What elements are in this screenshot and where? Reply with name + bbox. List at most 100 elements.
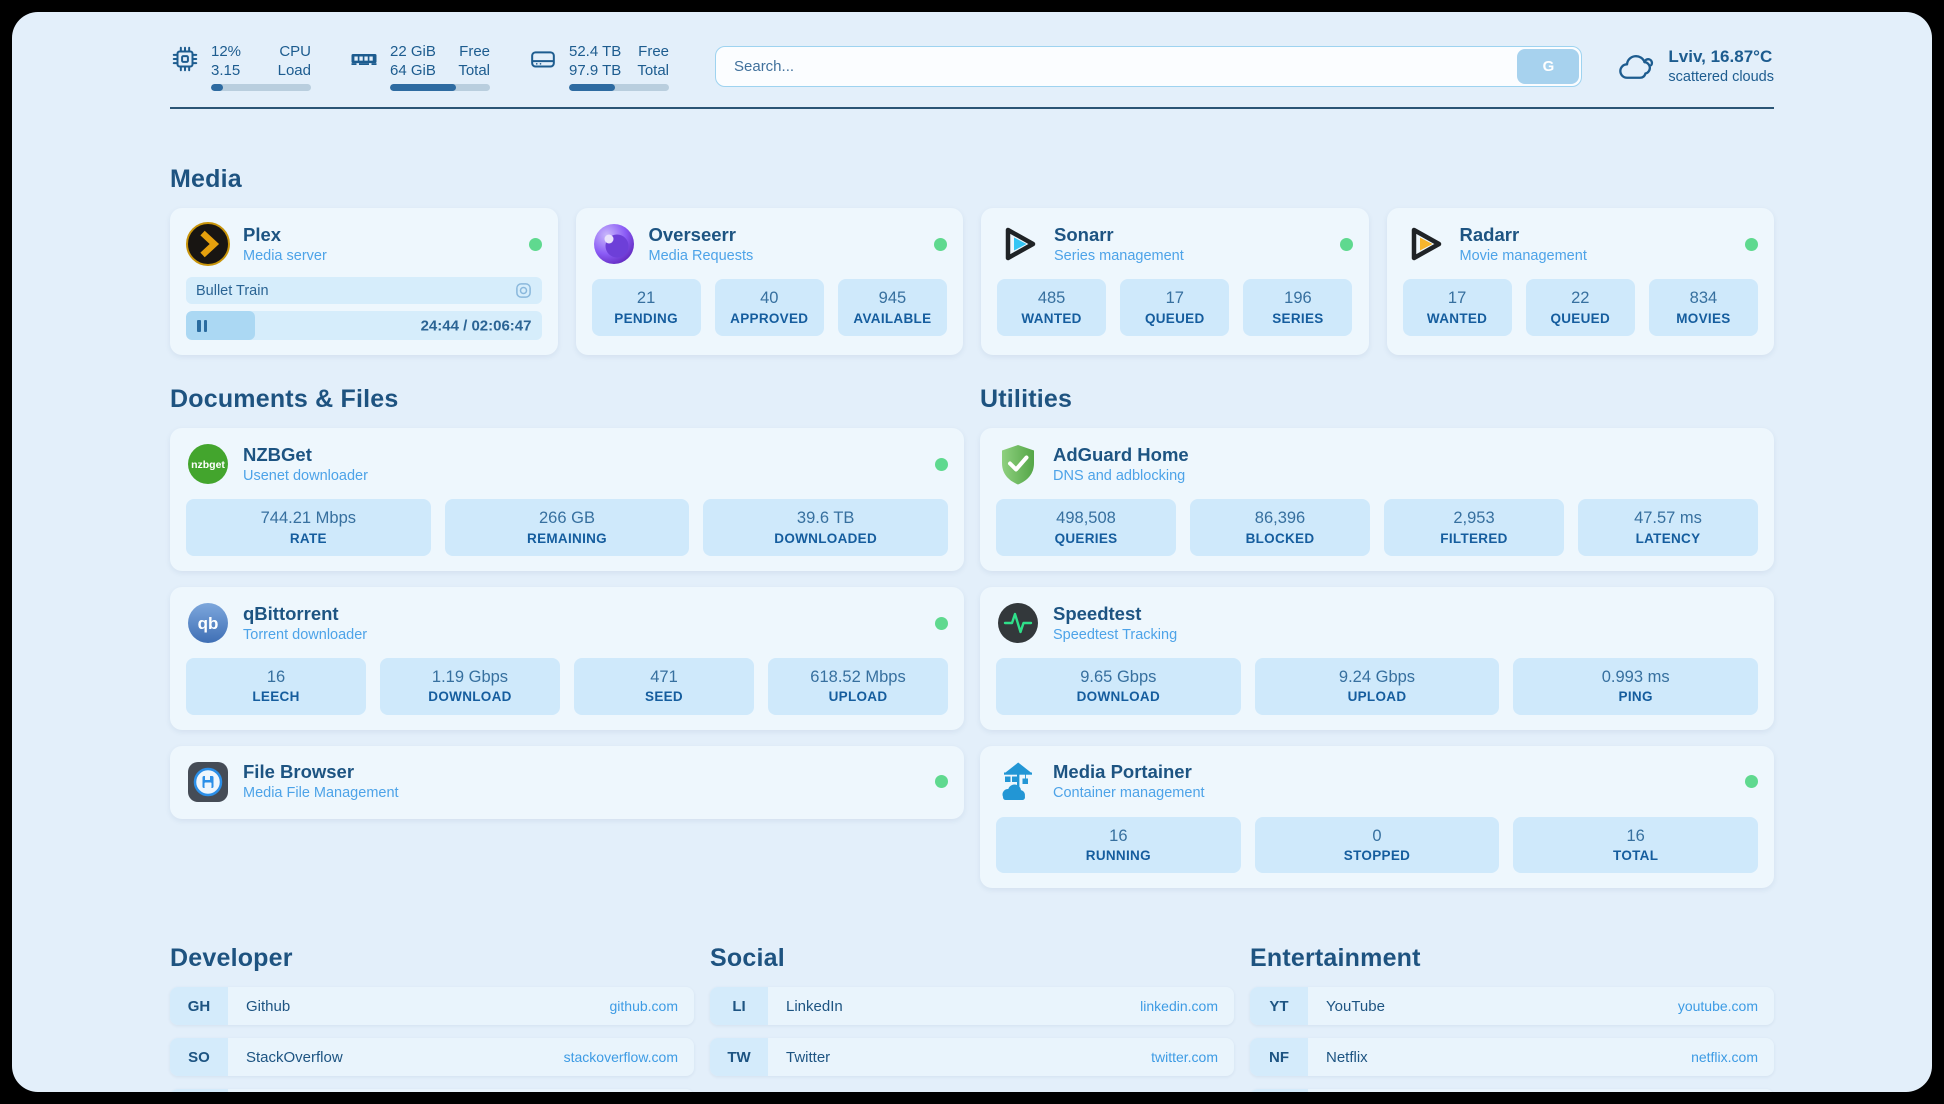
stat-box: 834 MOVIES bbox=[1648, 279, 1758, 337]
sonarr-icon bbox=[997, 222, 1041, 266]
stat-box: 47.57 ms LATENCY bbox=[1578, 499, 1758, 557]
link-reddit[interactable]: RE Reddit reddit.com bbox=[1250, 1089, 1774, 1092]
section-developer: Developer GH Github github.com SO StackO… bbox=[170, 944, 694, 1092]
playback-time: 24:44 / 02:06:47 bbox=[420, 317, 532, 335]
now-playing-item: Bullet Train bbox=[186, 277, 542, 305]
section-documents: Documents & Files nzbget bbox=[170, 385, 964, 819]
link-stackoverflow[interactable]: SO StackOverflow stackoverflow.com bbox=[170, 1038, 694, 1077]
link-twitter[interactable]: TW Twitter twitter.com bbox=[710, 1038, 1234, 1077]
video-camera-icon bbox=[515, 282, 532, 299]
weather-location-temp: Lviv, 16.87°C bbox=[1668, 47, 1773, 67]
social-section-title: Social bbox=[710, 944, 785, 973]
stat-box: 16 LEECH bbox=[186, 658, 366, 715]
entertainment-section-title: Entertainment bbox=[1250, 944, 1421, 973]
developer-section-title: Developer bbox=[170, 944, 293, 973]
section-entertainment: Entertainment YT YouTube youtube.com NF … bbox=[1250, 944, 1774, 1092]
app-name: Overseerr bbox=[648, 223, 736, 245]
app-card-adguard[interactable]: AdGuard Home DNS and adblocking 498,508 … bbox=[980, 428, 1774, 572]
overseerr-icon bbox=[592, 222, 636, 266]
app-subtitle: Container management bbox=[1053, 785, 1205, 802]
dashboard-page: 12% 3.15 CPU Load bbox=[12, 12, 1932, 1092]
app-subtitle: Usenet downloader bbox=[243, 468, 368, 485]
cpu-icon bbox=[170, 44, 200, 74]
app-card-qbittorrent[interactable]: qb qBittorrent Torrent downloader bbox=[170, 587, 964, 730]
stat-box: 2,953 FILTERED bbox=[1384, 499, 1564, 557]
stat-box: 9.24 Gbps UPLOAD bbox=[1254, 658, 1500, 715]
ram-stat: 22 GiB 64 GiB Free Total bbox=[349, 42, 490, 92]
app-card-overseerr[interactable]: Overseerr Media Requests 21 PENDING 40 A… bbox=[575, 208, 963, 356]
app-card-speedtest[interactable]: Speedtest Speedtest Tracking 9.65 Gbps D… bbox=[980, 587, 1774, 730]
system-stats: 12% 3.15 CPU Load bbox=[170, 42, 669, 92]
cpu-stat: 12% 3.15 CPU Load bbox=[170, 42, 311, 92]
status-dot bbox=[935, 457, 948, 471]
now-playing-title: Bullet Train bbox=[196, 282, 269, 299]
search-engine-button[interactable]: G bbox=[1517, 49, 1580, 85]
disk-values: 52.4 TB 97.9 TB bbox=[569, 43, 622, 80]
plex-icon bbox=[186, 222, 230, 267]
dev-badge: DT bbox=[170, 1089, 228, 1092]
stat-box: 40 APPROVED bbox=[714, 279, 824, 337]
github-badge: GH bbox=[170, 987, 228, 1026]
svg-text:qb: qb bbox=[198, 614, 219, 633]
app-name: AdGuard Home bbox=[1053, 443, 1189, 465]
disk-stat: 52.4 TB 97.9 TB Free Total bbox=[528, 42, 669, 92]
ram-icon bbox=[349, 44, 379, 74]
stat-box: 21 PENDING bbox=[591, 279, 701, 337]
stackoverflow-badge: SO bbox=[170, 1038, 228, 1077]
utilities-section-title: Utilities bbox=[980, 385, 1073, 414]
stat-box: 945 AVAILABLE bbox=[837, 279, 947, 337]
stat-box: 0 STOPPED bbox=[1254, 816, 1500, 874]
section-media: Media Plex Media server bbox=[170, 165, 1774, 356]
status-dot bbox=[935, 616, 948, 630]
app-name: Plex bbox=[243, 223, 282, 245]
weather-widget[interactable]: Lviv, 16.87°C scattered clouds bbox=[1616, 46, 1774, 87]
link-youtube[interactable]: YT YouTube youtube.com bbox=[1250, 987, 1774, 1026]
cpu-values: 12% 3.15 bbox=[211, 43, 242, 80]
disk-icon bbox=[528, 44, 558, 74]
radarr-icon bbox=[1403, 222, 1447, 266]
nzbget-icon: nzbget bbox=[186, 442, 230, 486]
status-dot bbox=[1745, 237, 1758, 251]
stat-box: 17 WANTED bbox=[1402, 279, 1512, 337]
pause-icon[interactable] bbox=[197, 319, 207, 332]
link-netflix[interactable]: NF Netflix netflix.com bbox=[1250, 1038, 1774, 1077]
app-name: File Browser bbox=[243, 761, 355, 783]
link-github[interactable]: GH Github github.com bbox=[170, 987, 694, 1026]
stat-box: 22 QUEUED bbox=[1525, 279, 1635, 337]
app-subtitle: Media server bbox=[243, 248, 327, 265]
app-subtitle: Series management bbox=[1054, 248, 1184, 265]
app-card-nzbget[interactable]: nzbget NZBGet Usenet downloader 74 bbox=[170, 428, 964, 572]
weather-condition: scattered clouds bbox=[1668, 69, 1774, 86]
stat-box: 196 SERIES bbox=[1243, 279, 1353, 337]
ram-values: 22 GiB 64 GiB bbox=[390, 43, 436, 80]
disk-progress-bar bbox=[569, 84, 669, 92]
link-dev[interactable]: DT DEV dev.to bbox=[170, 1089, 694, 1092]
status-dot bbox=[528, 237, 542, 251]
status-dot bbox=[1745, 775, 1758, 789]
header-divider bbox=[170, 107, 1774, 110]
header: 12% 3.15 CPU Load bbox=[170, 42, 1774, 92]
playback-progress-bar: 24:44 / 02:06:47 bbox=[186, 311, 542, 341]
app-subtitle: Torrent downloader bbox=[243, 626, 368, 643]
app-card-radarr[interactable]: Radarr Movie management 17 WANTED 22 QUE… bbox=[1386, 208, 1774, 356]
svg-text:nzbget: nzbget bbox=[191, 459, 225, 471]
section-utilities: Utilities bbox=[980, 385, 1774, 889]
app-card-plex[interactable]: Plex Media server Bullet Train bbox=[170, 208, 558, 356]
ram-labels: Free Total bbox=[458, 43, 490, 80]
search-input[interactable] bbox=[715, 46, 1583, 88]
app-card-sonarr[interactable]: Sonarr Series management 485 WANTED 17 Q… bbox=[981, 208, 1369, 356]
stat-box: 618.52 Mbps UPLOAD bbox=[768, 658, 948, 715]
youtube-badge: YT bbox=[1250, 987, 1308, 1026]
filebrowser-icon bbox=[186, 760, 230, 804]
adguard-icon bbox=[996, 442, 1040, 486]
media-section-title: Media bbox=[170, 165, 242, 194]
cpu-labels: CPU Load bbox=[277, 43, 311, 80]
stat-box: 16 TOTAL bbox=[1513, 816, 1758, 874]
status-dot bbox=[1339, 237, 1353, 251]
stat-box: 1.19 Gbps DOWNLOAD bbox=[380, 658, 560, 715]
app-name: Media Portainer bbox=[1053, 761, 1192, 783]
link-linkedin[interactable]: LI LinkedIn linkedin.com bbox=[710, 987, 1234, 1026]
app-card-filebrowser[interactable]: File Browser Media File Management bbox=[170, 745, 964, 819]
speedtest-icon bbox=[996, 601, 1040, 645]
app-card-portainer[interactable]: Media Portainer Container management 16 … bbox=[980, 745, 1774, 889]
